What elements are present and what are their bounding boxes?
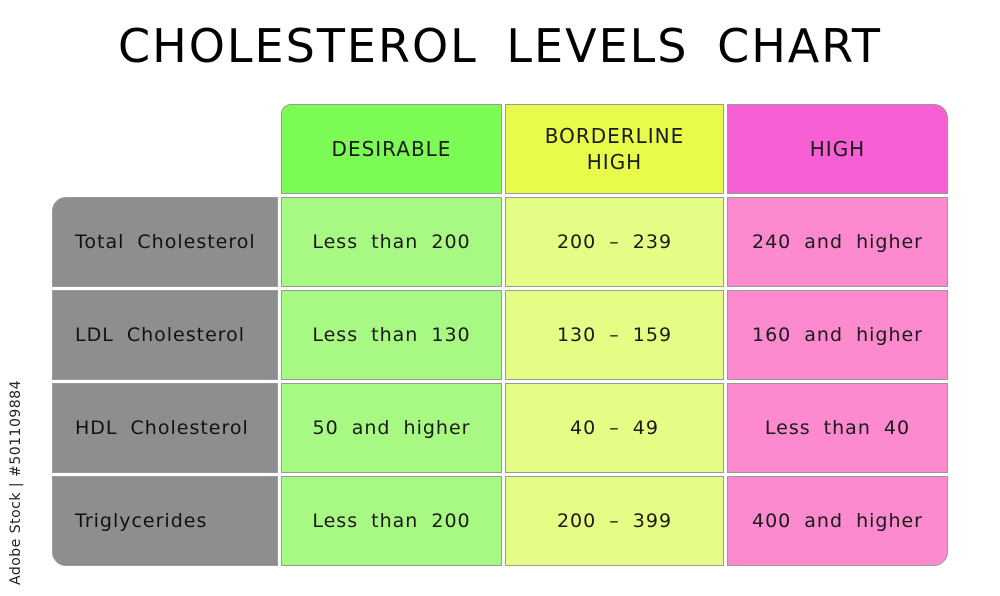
cell-ldl-borderline: 130 – 159 bbox=[505, 290, 724, 380]
column-header-high: HIGH bbox=[727, 104, 948, 194]
row-label-total-cholesterol: Total Cholesterol bbox=[52, 197, 278, 287]
page-title: CHOLESTEROL LEVELS CHART bbox=[118, 19, 882, 73]
column-header-desirable: DESIRABLE bbox=[281, 104, 502, 194]
row-label-ldl-cholesterol: LDL Cholesterol bbox=[52, 290, 278, 380]
cell-total-high: 240 and higher bbox=[727, 197, 948, 287]
column-header-borderline-high: BORDERLINE HIGH bbox=[505, 104, 724, 194]
cell-ldl-desirable: Less than 130 bbox=[281, 290, 502, 380]
cell-hdl-desirable: 50 and higher bbox=[281, 383, 502, 473]
cell-triglycerides-high: 400 and higher bbox=[727, 476, 948, 566]
stock-id-watermark: Adobe Stock | #501109884 bbox=[8, 380, 24, 585]
cell-total-desirable: Less than 200 bbox=[281, 197, 502, 287]
row-label-hdl-cholesterol: HDL Cholesterol bbox=[52, 383, 278, 473]
cell-ldl-high: 160 and higher bbox=[727, 290, 948, 380]
cell-triglycerides-desirable: Less than 200 bbox=[281, 476, 502, 566]
row-label-triglycerides: Triglycerides bbox=[52, 476, 278, 566]
cell-hdl-high: Less than 40 bbox=[727, 383, 948, 473]
cell-triglycerides-borderline: 200 – 399 bbox=[505, 476, 724, 566]
cell-total-borderline: 200 – 239 bbox=[505, 197, 724, 287]
cell-hdl-borderline: 40 – 49 bbox=[505, 383, 724, 473]
